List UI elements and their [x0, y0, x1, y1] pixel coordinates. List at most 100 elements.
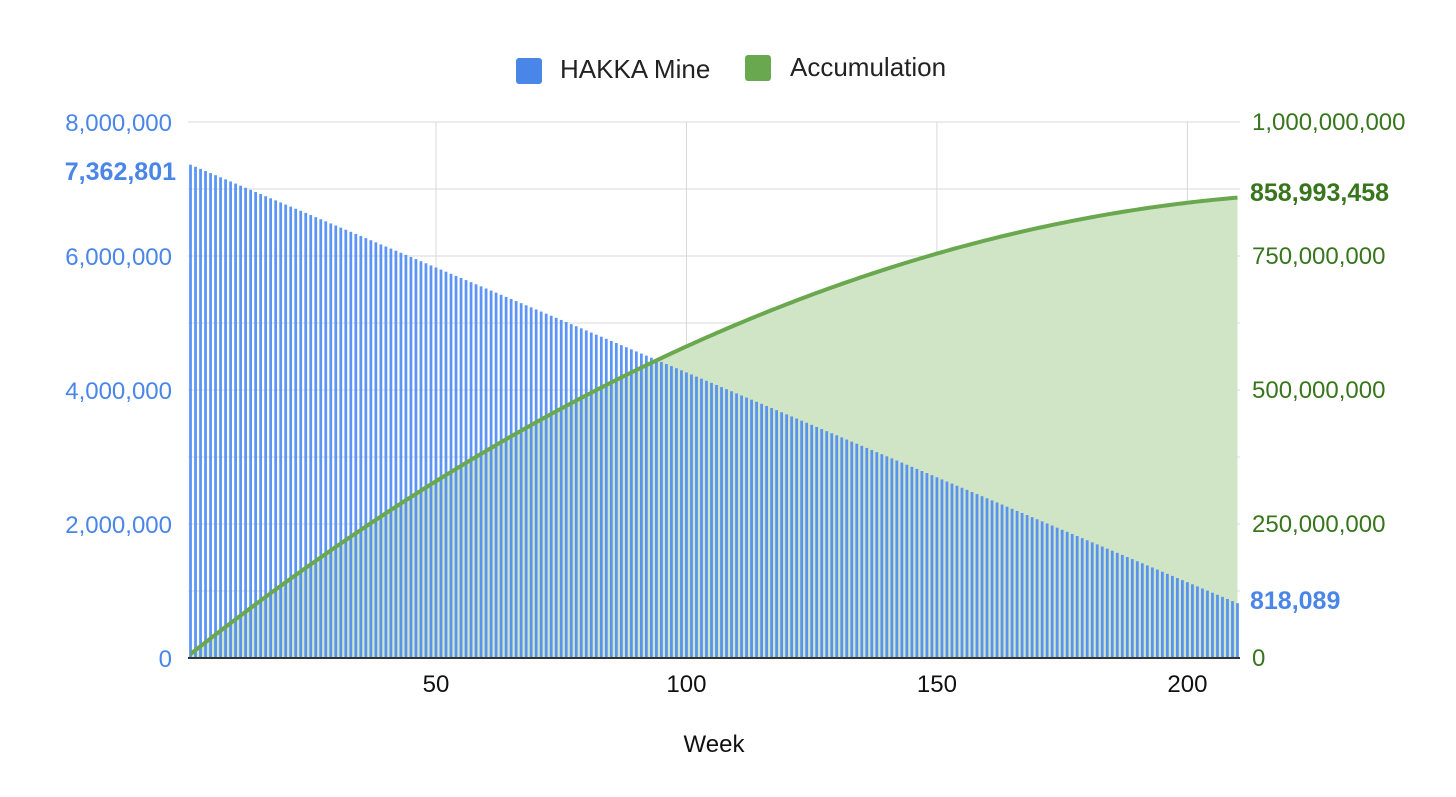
accumulation-area-layer [190, 197, 1238, 658]
x-tick-label: 100 [666, 671, 706, 698]
bar-hakka-mine [369, 240, 373, 658]
bar-hakka-mine [995, 502, 999, 658]
bar-hakka-mine [920, 471, 924, 658]
bar-hakka-mine [1196, 586, 1199, 658]
bar-hakka-mine [800, 420, 804, 658]
bar-hakka-mine [549, 315, 553, 658]
bar-hakka-mine [464, 280, 468, 658]
bar-hakka-mine [479, 286, 483, 658]
bar-hakka-mine [524, 305, 528, 658]
bar-hakka-mine [980, 496, 984, 658]
bar-hakka-mine [1005, 506, 1009, 658]
y-left-tick-label: 8,000,000 [65, 110, 172, 137]
bar-hakka-mine [940, 479, 944, 658]
bar-hakka-mine [579, 328, 583, 658]
bar-hakka-mine [614, 343, 618, 658]
bar-hakka-mine [569, 324, 573, 658]
bar-hakka-mine [1030, 517, 1034, 658]
bar-hakka-mine [715, 384, 718, 658]
bar-hakka-mine [234, 183, 237, 658]
bar-hakka-mine [319, 219, 323, 659]
bar-hakka-mine [544, 313, 548, 658]
bar-hakka-mine [604, 338, 608, 658]
bar-hakka-mine [354, 233, 358, 658]
bar-hakka-mine [469, 282, 473, 658]
accumulation-area [190, 197, 1238, 658]
bar-hakka-mine [429, 265, 433, 658]
bar-hakka-mine [639, 353, 643, 658]
bar-hakka-mine [795, 418, 799, 658]
bar-hakka-mine [710, 382, 713, 658]
bar-hakka-mine [1165, 573, 1169, 658]
bar-hakka-mine [589, 332, 593, 658]
bar-hakka-mine [624, 347, 628, 658]
bar-hakka-mine [449, 273, 453, 658]
x-axis-title: Week [684, 731, 746, 758]
bar-hakka-mine [825, 431, 829, 658]
bar-hakka-mine [805, 422, 809, 658]
bar-hakka-mine [439, 269, 443, 658]
bar-hakka-mine [815, 426, 819, 658]
bar-hakka-mine [1130, 559, 1134, 658]
bar-hakka-mine [634, 351, 638, 658]
bar-hakka-mine [750, 399, 753, 658]
annotation-last-bar: 818,089 [1250, 587, 1340, 615]
bar-hakka-mine [760, 403, 763, 658]
bar-hakka-mine [379, 244, 383, 659]
bar-hakka-mine [1150, 567, 1154, 658]
bar-hakka-mine [945, 481, 949, 658]
y-left-tick-label: 2,000,000 [65, 512, 172, 539]
bar-hakka-mine [1236, 603, 1239, 658]
x-tick-label: 50 [423, 671, 450, 698]
y-right-tick-label: 250,000,000 [1252, 511, 1385, 538]
bar-hakka-mine [1100, 546, 1104, 658]
bar-hakka-mine [875, 452, 879, 658]
bar-hakka-mine [900, 462, 904, 658]
bar-hakka-mine [775, 410, 778, 658]
bar-hakka-mine [1035, 519, 1039, 658]
bar-hakka-mine [609, 340, 613, 658]
bar-hakka-mine [424, 263, 428, 658]
bar-hakka-mine [1211, 592, 1214, 658]
bar-hakka-mine [720, 387, 723, 658]
bar-hakka-mine [1155, 569, 1159, 658]
bar-hakka-mine [219, 177, 222, 658]
bar-hakka-mine [384, 246, 388, 658]
legend[interactable]: HAKKA Mine Accumulation [516, 52, 946, 84]
bar-hakka-mine [990, 500, 994, 658]
bar-hakka-mine [274, 200, 278, 659]
bar-hakka-mine [700, 378, 703, 658]
bar-hakka-mine [284, 204, 288, 658]
bar-hakka-mine [865, 447, 869, 658]
bar-hakka-mine [1231, 601, 1234, 658]
bar-hakka-mine [880, 454, 884, 658]
bar-hakka-mine [269, 198, 273, 658]
bar-hakka-mine [204, 170, 207, 659]
bar-hakka-mine [1226, 598, 1229, 658]
bar-hakka-mine [404, 254, 408, 658]
bar-hakka-mine [489, 290, 493, 658]
bar-hakka-mine [650, 357, 653, 658]
bar-hakka-mine [1080, 538, 1084, 658]
bar-hakka-mine [1170, 575, 1174, 658]
bar-hakka-mine [810, 424, 814, 658]
bar-hakka-mine [559, 319, 563, 658]
annotation-first-bar: 7,362,801 [65, 158, 176, 186]
bar-hakka-mine [534, 309, 538, 658]
axes: 0 2,000,000 4,000,000 6,000,000 8,000,000 0 25… [65, 109, 1405, 698]
bar-hakka-mine [860, 445, 864, 658]
bar-hakka-mine [279, 202, 283, 658]
bar-hakka-mine [189, 164, 192, 658]
bar-hakka-mine [925, 473, 929, 658]
bar-hakka-mine [835, 435, 839, 658]
y-right-tick-label: 500,000,000 [1252, 377, 1385, 404]
bar-hakka-mine [389, 248, 393, 659]
bar-hakka-mine [890, 458, 894, 658]
bar-hakka-mine [965, 489, 969, 658]
bar-hakka-mine [574, 326, 578, 658]
bar-hakka-mine [840, 437, 844, 658]
bar-hakka-mine [1140, 563, 1144, 658]
accumulation-line-layer [189, 195, 1238, 656]
bar-hakka-mine [735, 393, 738, 658]
